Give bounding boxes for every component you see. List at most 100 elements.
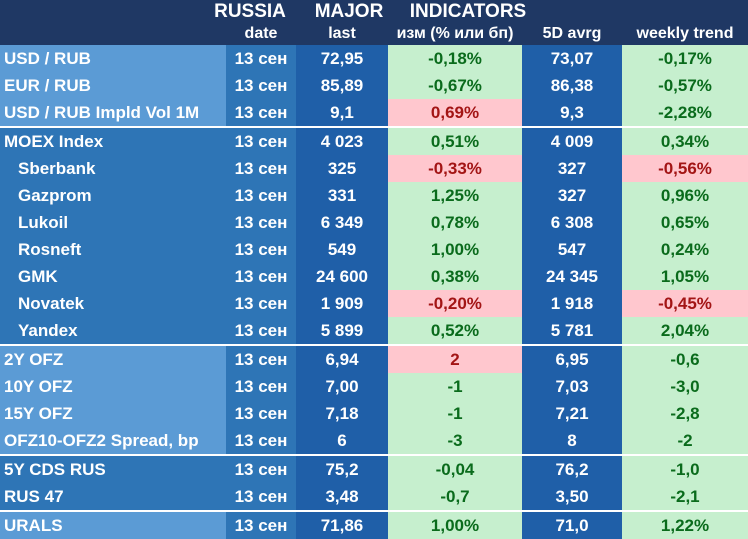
row-5d-average: 4 009 <box>522 128 622 155</box>
table-row: EUR / RUB 13 сен 85,89 -0,67% 86,38 -0,57% <box>0 72 748 99</box>
row-weekly-trend: -2,1 <box>622 483 748 510</box>
row-5d-average: 8 <box>522 427 622 454</box>
row-date: 13 сен <box>226 263 296 290</box>
table-row: URALS 13 сен 71,86 1,00% 71,0 1,22% <box>0 512 748 539</box>
table-row: 5Y CDS RUS 13 сен 75,2 -0,04 76,2 -1,0 <box>0 456 748 483</box>
row-label: MOEX Index <box>0 128 226 155</box>
row-date: 13 сен <box>226 72 296 99</box>
row-change: -1 <box>388 373 522 400</box>
row-date: 13 сен <box>226 512 296 539</box>
row-change: -0,04 <box>388 456 522 483</box>
row-date: 13 сен <box>226 400 296 427</box>
row-change: -0,20% <box>388 290 522 317</box>
table-row: Novatek 13 сен 1 909 -0,20% 1 918 -0,45% <box>0 290 748 317</box>
header-5d-average: 5D avrg <box>542 25 602 42</box>
table-row: RUS 47 13 сен 3,48 -0,7 3,50 -2,1 <box>0 483 748 510</box>
row-weekly-trend: -0,56% <box>622 155 748 182</box>
row-last-value: 549 <box>296 236 388 263</box>
row-date: 13 сен <box>226 373 296 400</box>
table-row: 10Y OFZ 13 сен 7,00 -1 7,03 -3,0 <box>0 373 748 400</box>
column-header-row: date last изм (% или бп) 5D avrg weekly … <box>0 23 748 45</box>
row-5d-average: 3,50 <box>522 483 622 510</box>
row-last-value: 9,1 <box>296 99 388 126</box>
row-last-value: 1 909 <box>296 290 388 317</box>
row-last-value: 7,00 <box>296 373 388 400</box>
row-date: 13 сен <box>226 236 296 263</box>
table-row: USD / RUB Impld Vol 1M 13 сен 9,1 0,69% 9,3-… <box>0 99 748 126</box>
row-label: 15Y OFZ <box>0 400 226 427</box>
row-date: 13 сен <box>226 209 296 236</box>
row-last-value: 24 600 <box>296 263 388 290</box>
group-separator <box>0 344 748 346</box>
row-5d-average: 24 345 <box>522 263 622 290</box>
row-5d-average: 327 <box>522 182 622 209</box>
header-last: last <box>328 25 356 42</box>
row-weekly-trend: 0,34% <box>622 128 748 155</box>
row-date: 13 сен <box>226 182 296 209</box>
row-5d-average: 547 <box>522 236 622 263</box>
row-label: 10Y OFZ <box>0 373 226 400</box>
title-bar: RUSSIA MAJOR INDICATORS <box>0 0 748 23</box>
row-date: 13 сен <box>226 427 296 454</box>
row-last-value: 5 899 <box>296 317 388 344</box>
table-row: MOEX Index 13 сен 4 023 0,51% 4 009 0,34% <box>0 128 748 155</box>
row-date: 13 сен <box>226 346 296 373</box>
row-change: -0,33% <box>388 155 522 182</box>
row-date: 13 сен <box>226 483 296 510</box>
row-change: -3 <box>388 427 522 454</box>
header-change: изм (% или бп) <box>396 25 514 42</box>
row-5d-average: 1 918 <box>522 290 622 317</box>
row-change: -0,67% <box>388 72 522 99</box>
row-last-value: 4 023 <box>296 128 388 155</box>
row-change: 1,00% <box>388 236 522 263</box>
row-last-value: 331 <box>296 182 388 209</box>
table-row: Rosneft 13 сен 549 1,00% 547 0,24% <box>0 236 748 263</box>
row-weekly-trend: 0,24% <box>622 236 748 263</box>
row-date: 13 сен <box>226 155 296 182</box>
row-label: USD / RUB Impld Vol 1M <box>0 99 226 126</box>
row-last-value: 71,86 <box>296 512 388 539</box>
table-row: Gazprom 13 сен 331 1,25% 327 0,96% <box>0 182 748 209</box>
row-label: EUR / RUB <box>0 72 226 99</box>
table-row: USD / RUB 13 сен 72,95 -0,18% 73,07 -0,17% <box>0 45 748 72</box>
row-last-value: 6,94 <box>296 346 388 373</box>
header-date: date <box>244 25 278 42</box>
row-date: 13 сен <box>226 290 296 317</box>
row-label: Lukoil <box>0 209 226 236</box>
row-last-value: 3,48 <box>296 483 388 510</box>
table-row: Yandex 13 сен 5 899 0,52% 5 781 2,04% <box>0 317 748 344</box>
row-label: Sberbank <box>0 155 226 182</box>
row-label: Yandex <box>0 317 226 344</box>
table-row: Lukoil 13 сен 6 349 0,78% 6 308 0,65% <box>0 209 748 236</box>
row-weekly-trend: -2 <box>622 427 748 454</box>
row-label: Gazprom <box>0 182 226 209</box>
row-change: 1,25% <box>388 182 522 209</box>
title-word-2: MAJOR <box>314 1 384 22</box>
row-last-value: 7,18 <box>296 400 388 427</box>
row-weekly-trend: -3,0 <box>622 373 748 400</box>
row-weekly-trend: -2,8 <box>622 400 748 427</box>
group-separator <box>0 126 748 128</box>
table-row: 2Y OFZ 13 сен 6,94 2 6,95 -0,6 <box>0 346 748 373</box>
row-label: OFZ10-OFZ2 Spread, bp <box>0 427 226 454</box>
row-change: -0,7 <box>388 483 522 510</box>
row-change: 0,38% <box>388 263 522 290</box>
row-date: 13 сен <box>226 99 296 126</box>
row-change: 0,69% <box>388 99 522 126</box>
table-row: 15Y OFZ 13 сен 7,18 -1 7,21 -2,8 <box>0 400 748 427</box>
row-weekly-trend: 2,04% <box>622 317 748 344</box>
row-last-value: 85,89 <box>296 72 388 99</box>
row-change: 1,00% <box>388 512 522 539</box>
row-label: USD / RUB <box>0 45 226 72</box>
row-weekly-trend: -0,45% <box>622 290 748 317</box>
row-label: GMK <box>0 263 226 290</box>
group-separator <box>0 454 748 456</box>
row-label: RUS 47 <box>0 483 226 510</box>
row-5d-average: 5 781 <box>522 317 622 344</box>
row-weekly-trend: -0,17% <box>622 45 748 72</box>
row-5d-average: 76,2 <box>522 456 622 483</box>
row-5d-average: 6,95 <box>522 346 622 373</box>
row-5d-average: 7,21 <box>522 400 622 427</box>
row-date: 13 сен <box>226 128 296 155</box>
